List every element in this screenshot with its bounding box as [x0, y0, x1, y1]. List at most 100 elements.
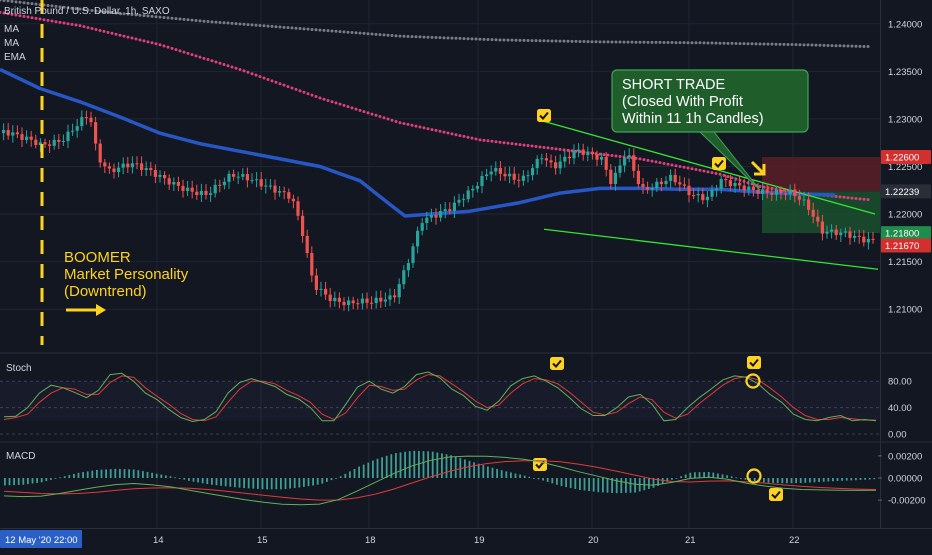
- ma-dot: [514, 38, 518, 42]
- ma-dot: [18, 0, 22, 4]
- ma-dot: [198, 19, 202, 23]
- ma-dot: [634, 40, 638, 44]
- ma-dot: [90, 27, 94, 31]
- macd-histogram-bar: [606, 478, 609, 493]
- ma-dot: [346, 105, 350, 109]
- macd-histogram-bar: [197, 478, 199, 483]
- check-badge-bg: [712, 157, 726, 170]
- ma-dot: [194, 54, 198, 58]
- macd-histogram-bar: [119, 468, 121, 478]
- macd-histogram-bar: [726, 475, 728, 478]
- macd-histogram-bar: [730, 476, 733, 478]
- ma-dot: [194, 19, 198, 23]
- check-badge-macd-1: [533, 458, 547, 471]
- ma-dot: [126, 12, 130, 16]
- macd-histogram-bar: [574, 478, 577, 490]
- candle: [34, 139, 38, 145]
- callout-text-line: SHORT TRADE: [622, 77, 725, 93]
- candle: [66, 131, 70, 142]
- macd-histogram-bar: [832, 478, 834, 482]
- macd-histogram-bar: [385, 455, 388, 478]
- macd-histogram-bar: [109, 469, 112, 478]
- ma-dot: [590, 40, 594, 44]
- candle: [153, 169, 157, 177]
- ma-dot: [502, 38, 506, 42]
- candle: [287, 192, 291, 199]
- ma-dot: [546, 39, 550, 43]
- ma-dot: [174, 17, 178, 21]
- candle: [43, 142, 47, 145]
- candle: [816, 216, 820, 222]
- ma-dot: [278, 82, 282, 86]
- ma-dot: [674, 41, 678, 45]
- candle: [687, 185, 691, 196]
- candle: [48, 144, 52, 146]
- ma-dot: [90, 9, 94, 13]
- candle: [126, 163, 130, 168]
- candle: [388, 295, 392, 300]
- macd-histogram-bar: [643, 478, 646, 491]
- candle: [222, 181, 226, 186]
- ma-dot: [434, 36, 438, 40]
- macd-histogram-bar: [326, 478, 328, 482]
- ma-dot: [862, 44, 866, 48]
- macd-histogram-bar: [602, 478, 604, 493]
- ma-dot: [134, 37, 138, 41]
- ma-dot: [586, 40, 590, 44]
- ma-dot: [686, 41, 690, 45]
- ma-dot: [682, 41, 686, 45]
- candle: [71, 130, 75, 132]
- ma-dot: [578, 39, 582, 43]
- ma-dot: [282, 83, 286, 87]
- ma-dot: [326, 29, 330, 33]
- check-badge-price-high: [537, 109, 551, 122]
- macd-histogram-bar: [40, 478, 43, 483]
- ma-dot: [34, 16, 38, 20]
- ma-dot: [22, 14, 26, 18]
- ma-dot: [314, 28, 318, 32]
- candle: [20, 134, 24, 140]
- ma-dot: [26, 15, 30, 19]
- ma-dot: [322, 97, 326, 101]
- candle: [429, 215, 433, 218]
- ma-dot: [158, 15, 162, 19]
- macd-tick-label: 0.00000: [888, 474, 922, 485]
- candle: [756, 189, 760, 194]
- channel-upper-line[interactable]: [541, 120, 876, 215]
- candle: [411, 246, 415, 264]
- candle: [613, 172, 617, 185]
- ma-dot: [218, 20, 222, 24]
- candle: [6, 129, 10, 136]
- macd-histogram-bar: [413, 450, 416, 478]
- price-tick-label: 1.24000: [888, 19, 922, 30]
- candle: [811, 209, 815, 217]
- ma-dot: [30, 2, 34, 6]
- ma-dot: [638, 40, 642, 44]
- ma-dot: [482, 138, 486, 142]
- ma-dot: [534, 39, 538, 43]
- candle: [563, 156, 567, 162]
- ma-dot: [758, 42, 762, 46]
- ma-dot: [414, 35, 418, 39]
- ma-dot: [330, 100, 334, 104]
- candle: [797, 196, 801, 200]
- candle: [471, 188, 475, 191]
- check-badge-bg: [537, 109, 551, 122]
- macd-histogram-bar: [252, 478, 255, 489]
- ma-dot: [50, 4, 54, 8]
- macd-histogram-bar: [735, 477, 738, 479]
- ma-dot: [566, 39, 570, 43]
- ma-dot: [202, 19, 206, 23]
- ma-dot: [830, 44, 834, 48]
- macd-histogram-bar: [822, 478, 825, 482]
- channel-lower-line[interactable]: [543, 228, 879, 270]
- ma-dot: [314, 95, 318, 99]
- ma-dot: [538, 145, 542, 149]
- macd-histogram-bar: [63, 476, 66, 478]
- candle: [218, 184, 222, 186]
- ma-dot: [838, 195, 842, 199]
- ma-dot: [582, 40, 586, 44]
- ma-dot: [418, 125, 422, 129]
